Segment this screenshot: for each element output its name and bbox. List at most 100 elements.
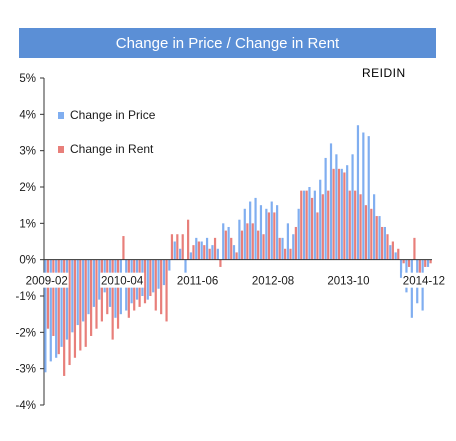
bar-rent bbox=[343, 172, 346, 260]
bar-rent bbox=[165, 259, 168, 322]
bar-price bbox=[98, 259, 101, 300]
bar-rent bbox=[429, 259, 432, 264]
legend-price-swatch bbox=[58, 112, 64, 119]
bar-rent bbox=[364, 205, 368, 260]
bar-price bbox=[189, 252, 192, 260]
bar-price bbox=[71, 259, 74, 333]
bar-price bbox=[383, 226, 386, 260]
bar-price bbox=[82, 259, 85, 322]
bar-rent bbox=[257, 230, 260, 260]
bar-rent bbox=[381, 226, 384, 260]
bar-price bbox=[65, 259, 69, 340]
bar-price bbox=[351, 154, 354, 260]
bar-rent bbox=[84, 259, 87, 347]
bar-price bbox=[173, 241, 176, 260]
bar-price bbox=[92, 259, 95, 307]
bar-rent bbox=[170, 234, 174, 260]
x-tick-label-bg bbox=[326, 272, 371, 288]
y-tick-label: -3% bbox=[16, 364, 36, 376]
bar-price bbox=[324, 157, 327, 260]
legend-rent-label: Change in Rent bbox=[70, 142, 154, 156]
bar-price bbox=[195, 237, 198, 260]
bar-rent bbox=[111, 259, 114, 340]
bar-price bbox=[426, 259, 430, 267]
bar-price bbox=[157, 259, 160, 289]
bar-rent bbox=[52, 259, 55, 336]
bar-price bbox=[297, 208, 300, 260]
bar-rent bbox=[230, 237, 233, 260]
bar-price bbox=[238, 219, 241, 260]
bar-rent bbox=[100, 259, 103, 322]
brand-label: REIDIN bbox=[362, 66, 406, 80]
bar-price bbox=[162, 259, 166, 286]
bar-rent bbox=[46, 259, 50, 329]
bar-rent bbox=[160, 259, 163, 315]
bar-price bbox=[249, 201, 252, 260]
bar-price bbox=[346, 165, 349, 260]
bar-rent bbox=[127, 259, 130, 318]
bar-rent bbox=[176, 234, 179, 260]
bar-rent bbox=[57, 259, 60, 355]
bar-rent bbox=[197, 241, 200, 260]
bar-rent bbox=[251, 223, 254, 260]
bar-price bbox=[281, 237, 284, 260]
bar-price bbox=[292, 234, 295, 260]
bar-price bbox=[87, 259, 90, 315]
bar-rent bbox=[300, 190, 303, 260]
bar-rent bbox=[359, 194, 362, 260]
bar-rent bbox=[116, 259, 120, 329]
bar-price bbox=[114, 259, 117, 318]
y-tick-label: -2% bbox=[16, 327, 36, 339]
bar-price bbox=[152, 259, 155, 293]
bar-rent bbox=[289, 248, 292, 260]
bar-rent bbox=[375, 216, 378, 260]
bar-price bbox=[378, 216, 381, 260]
x-tick-label-bg bbox=[24, 272, 69, 288]
y-tick-label: -4% bbox=[16, 400, 36, 412]
bar-price bbox=[227, 226, 230, 260]
bar-rent bbox=[149, 259, 152, 296]
x-tick-label: 2009-02 bbox=[26, 276, 68, 288]
bar-rent bbox=[79, 259, 82, 351]
bar-price bbox=[168, 259, 171, 271]
x-tick-label-bg bbox=[251, 272, 296, 288]
bar-price bbox=[399, 259, 403, 278]
bar-rent bbox=[310, 197, 314, 260]
y-tick-label: 0% bbox=[19, 255, 36, 267]
x-tick-label: 2010-04 bbox=[101, 276, 144, 288]
bar-price bbox=[286, 223, 289, 260]
chart-title: Change in Price / Change in Rent bbox=[19, 28, 436, 58]
legend-price-label: Change in Price bbox=[70, 108, 156, 122]
bar-rent bbox=[219, 259, 222, 267]
bar-price bbox=[356, 125, 360, 260]
bar-price bbox=[308, 187, 311, 260]
bar-price bbox=[302, 190, 306, 260]
bar-price bbox=[200, 241, 203, 260]
bar-rent bbox=[224, 230, 227, 260]
bar-rent bbox=[348, 190, 351, 260]
y-tick-label: -1% bbox=[16, 291, 36, 303]
x-tick-label-bg bbox=[401, 272, 446, 288]
bar-rent bbox=[68, 259, 71, 366]
bar-rent bbox=[262, 234, 265, 260]
bar-price bbox=[243, 208, 246, 260]
bar-rent bbox=[122, 236, 125, 260]
bar-rent bbox=[154, 259, 157, 311]
bar-price bbox=[44, 259, 47, 373]
bar-price bbox=[216, 248, 219, 260]
bar-price bbox=[222, 223, 225, 260]
bar-rent bbox=[386, 234, 389, 260]
bar-rent bbox=[240, 230, 244, 260]
bar-price bbox=[394, 252, 397, 260]
bar-price bbox=[184, 259, 187, 275]
bar-rent bbox=[327, 190, 330, 260]
legend-rent-swatch bbox=[58, 146, 64, 153]
bar-price bbox=[329, 143, 333, 260]
bar-rent bbox=[413, 237, 416, 260]
bar-rent bbox=[321, 194, 324, 260]
bar-rent bbox=[397, 248, 400, 260]
bar-price bbox=[367, 136, 370, 260]
bar-price bbox=[389, 245, 392, 260]
